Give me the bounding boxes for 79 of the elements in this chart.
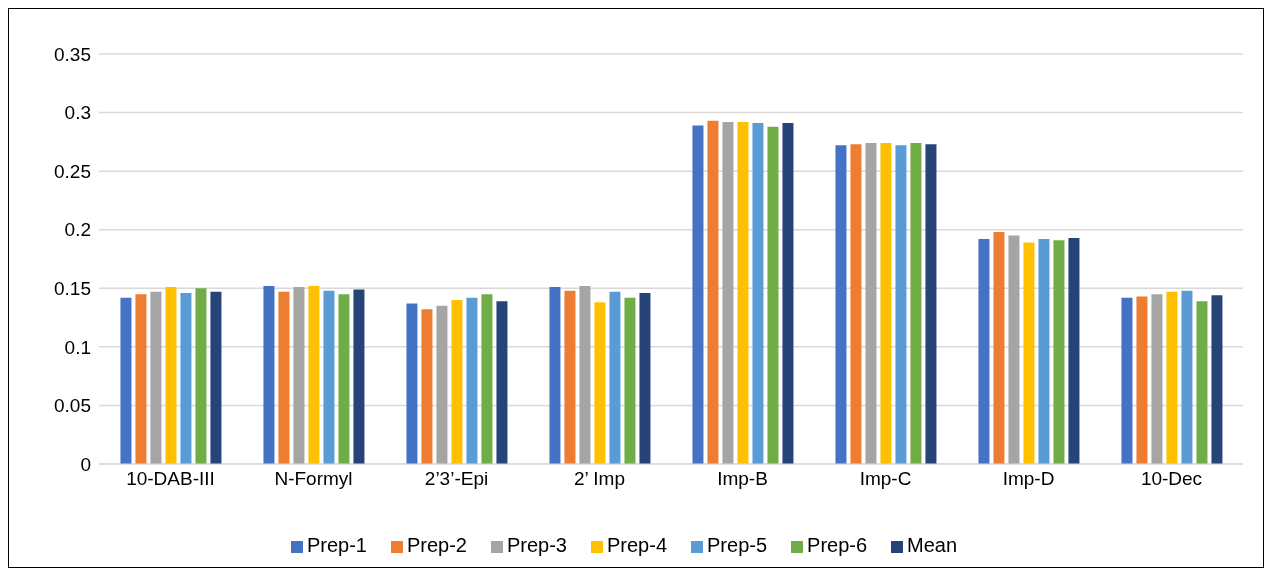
bar: [993, 232, 1005, 464]
bar: [850, 144, 862, 464]
bar: [150, 291, 162, 464]
bar: [549, 287, 561, 464]
y-tick-label: 0.25: [54, 160, 91, 182]
bar: [737, 121, 749, 464]
bar: [466, 297, 478, 464]
bar: [135, 294, 147, 464]
bar: [1038, 239, 1050, 464]
bar: [925, 144, 937, 464]
y-tick-label: 0.3: [64, 102, 91, 124]
bar: [609, 291, 621, 464]
bar: [707, 120, 719, 464]
bar: [496, 301, 508, 464]
bar: [451, 300, 463, 464]
bar: [865, 143, 877, 464]
x-tick-label: Imp-D: [1002, 468, 1055, 490]
bar: [278, 291, 290, 464]
legend-label: Prep-6: [807, 534, 868, 556]
bar: [293, 287, 305, 464]
x-tick-label: N-Formyl: [274, 468, 353, 490]
y-tick-label: 0.15: [54, 278, 91, 300]
bar: [263, 285, 275, 464]
legend-label: Prep-3: [506, 534, 567, 556]
y-tick-label: 0.1: [64, 336, 91, 358]
bar: [436, 305, 448, 464]
bar: [353, 289, 365, 464]
bar: [1008, 235, 1020, 464]
bar: [1211, 295, 1223, 464]
bar: [1166, 291, 1178, 464]
bar: [978, 239, 990, 464]
bar: [406, 303, 418, 464]
legend-label: Prep-5: [707, 534, 768, 556]
x-tick-label: 10-DAB-III: [126, 468, 215, 490]
legend-label: Prep-2: [406, 534, 467, 556]
x-tick-label: 10-Dec: [1140, 468, 1203, 490]
bar: [639, 292, 651, 464]
bar: [1023, 242, 1035, 464]
bar: [338, 294, 350, 464]
bar: [323, 290, 335, 464]
bar: [835, 145, 847, 464]
bar: [782, 123, 794, 464]
bar: [767, 126, 779, 464]
x-tick-label: Imp-C: [859, 468, 912, 490]
bar: [752, 123, 764, 464]
bar: [722, 121, 734, 464]
bar: [895, 145, 907, 464]
bar: [421, 309, 433, 464]
bar: [308, 285, 320, 464]
bar: [120, 297, 132, 464]
bar: [564, 290, 576, 464]
legend-label: Prep-4: [606, 534, 668, 556]
bar: [1136, 296, 1148, 464]
bar: [1068, 237, 1080, 464]
y-tick-label: 0.05: [54, 395, 91, 417]
x-tick-label: 2’3’-Epi: [424, 468, 489, 490]
bar: [481, 294, 493, 464]
legend-label: Mean: [907, 534, 958, 556]
x-tick-label: Imp-B: [717, 468, 768, 490]
bar: [195, 288, 207, 464]
bar: [880, 143, 892, 464]
bar: [1151, 294, 1163, 464]
bar: [1196, 301, 1208, 464]
bar: [1053, 240, 1065, 464]
y-tick-label: 0.35: [54, 43, 91, 65]
bar: [692, 125, 704, 464]
y-tick-label: 0.2: [64, 219, 91, 241]
bar: [910, 143, 922, 464]
y-tick-label: 0: [80, 453, 91, 475]
bar: [1121, 297, 1133, 464]
bar: [180, 292, 192, 464]
bar: [1181, 290, 1193, 464]
bar: [165, 287, 177, 464]
legend-label: Prep-1: [306, 534, 367, 556]
bar: [594, 302, 606, 464]
bar: [579, 285, 591, 464]
bar: [624, 297, 636, 464]
bar: [210, 291, 222, 464]
x-tick-label: 2’ Imp: [573, 468, 626, 490]
